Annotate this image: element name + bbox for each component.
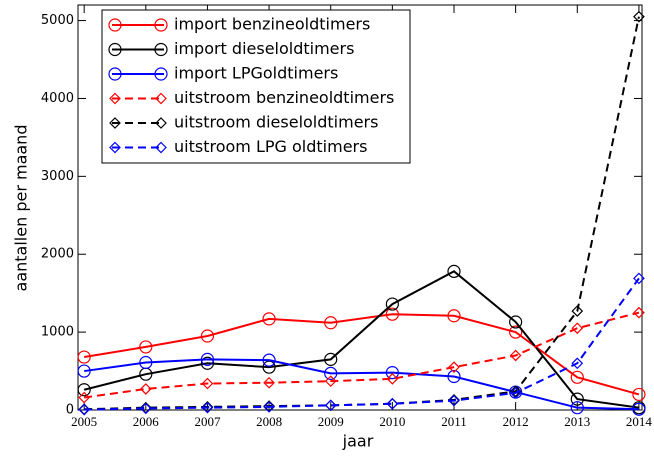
y-axis-label: aantallen per maand (12, 125, 31, 292)
legend-marker (154, 18, 168, 32)
marker (509, 385, 522, 398)
series-line (84, 358, 639, 411)
legend-label: import dieseloldtimers (174, 39, 354, 58)
marker (324, 316, 338, 330)
x-tick-label: 2013 (564, 414, 590, 429)
legend-marker (109, 92, 121, 105)
marker (632, 387, 646, 402)
marker (324, 352, 338, 366)
legend-marker (108, 18, 122, 32)
y-tick-label: 4000 (41, 91, 74, 106)
legend-marker (155, 117, 167, 129)
marker (633, 306, 645, 319)
marker (77, 383, 91, 397)
x-tick-label: 2009 (318, 414, 344, 429)
marker (200, 329, 215, 343)
marker (570, 370, 584, 384)
marker (139, 383, 152, 395)
marker (571, 305, 584, 317)
marker (448, 394, 460, 407)
marker (385, 297, 399, 311)
x-tick-label: 2008 (256, 414, 282, 429)
marker (447, 309, 461, 323)
marker (447, 264, 461, 278)
marker (324, 399, 337, 412)
marker (632, 402, 646, 416)
series-line (84, 311, 640, 399)
x-tick-label: 2010 (379, 414, 405, 429)
legend-label: uitstroom LPG oldtimers (174, 137, 367, 156)
marker (262, 353, 276, 367)
marker (77, 350, 91, 364)
marker (263, 376, 275, 389)
x-tick-label: 2011 (441, 414, 467, 429)
x-tick-label: 2007 (194, 414, 221, 429)
marker (200, 356, 215, 370)
legend-label: import LPGoldtimers (174, 64, 338, 83)
marker (201, 401, 214, 414)
x-tick-label: 2005 (71, 414, 97, 429)
marker (509, 325, 523, 339)
marker (77, 364, 91, 378)
x-tick-label: 2014 (626, 414, 653, 429)
marker (324, 375, 337, 388)
legend-label: import benzineoldtimers (174, 15, 370, 34)
legend-marker (155, 141, 167, 154)
marker (509, 315, 523, 329)
marker (262, 312, 276, 326)
legend-label: uitstroom dieseloldtimers (174, 113, 378, 132)
legend-marker (154, 42, 168, 57)
legend-marker (108, 67, 122, 81)
legend-box (101, 9, 411, 164)
y-tick-label: 1000 (41, 325, 74, 340)
marker (447, 369, 461, 384)
marker (385, 366, 399, 380)
marker (386, 372, 399, 385)
marker (570, 392, 584, 406)
series-line (84, 277, 640, 411)
y-tick-label: 5000 (41, 13, 74, 28)
marker (200, 352, 215, 366)
marker (571, 322, 584, 335)
legend-marker (154, 67, 168, 81)
marker (571, 357, 584, 370)
legend-marker (109, 141, 121, 154)
legend-marker (155, 92, 167, 105)
legend-marker (108, 42, 122, 57)
marker (386, 397, 399, 410)
marker (633, 272, 645, 285)
marker (448, 361, 460, 374)
series-line (84, 313, 640, 396)
marker (263, 401, 275, 413)
y-tick-label: 0 (66, 403, 74, 418)
plot-frame (77, 4, 643, 411)
x-axis-label: jaar (342, 432, 374, 451)
marker (78, 403, 91, 416)
y-tick-label: 2000 (41, 247, 74, 262)
marker (324, 366, 338, 380)
series-line (83, 270, 640, 409)
y-tick-label: 3000 (41, 169, 74, 184)
marker (139, 340, 153, 354)
marker (570, 401, 584, 415)
marker (78, 391, 91, 404)
x-tick-label: 2006 (133, 414, 160, 429)
x-tick-label: 2012 (503, 414, 529, 429)
marker (139, 355, 153, 370)
legend-marker (109, 117, 121, 129)
legend-label: uitstroom benzineoldtimers (174, 88, 394, 107)
marker (509, 387, 522, 399)
marker (201, 377, 214, 390)
marker (139, 402, 152, 415)
marker (509, 349, 522, 362)
marker (633, 10, 645, 23)
marker (385, 307, 399, 321)
